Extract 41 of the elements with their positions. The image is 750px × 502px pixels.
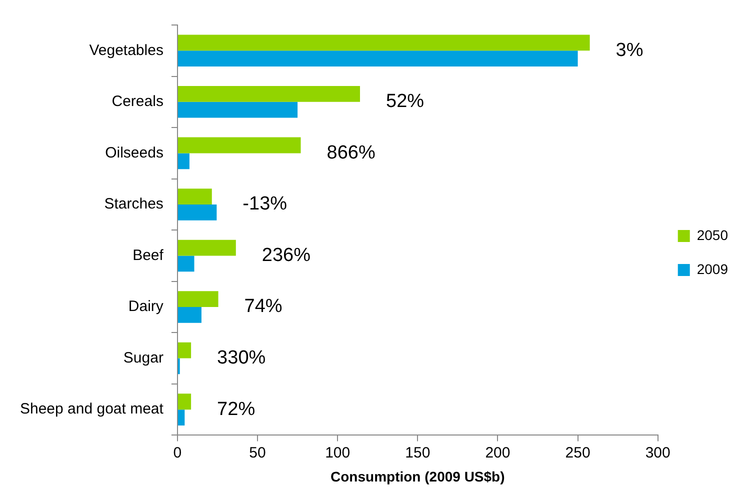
x-tick-label: 150 bbox=[405, 444, 430, 462]
annotation: 72% bbox=[217, 398, 256, 420]
x-tick-label: 300 bbox=[645, 444, 670, 462]
bar bbox=[178, 34, 590, 51]
annotation: 3% bbox=[616, 40, 644, 61]
y-tick-label: Vegetables bbox=[89, 42, 164, 59]
bar bbox=[178, 153, 190, 170]
x-tick-label: 50 bbox=[249, 444, 266, 462]
bar bbox=[178, 394, 192, 410]
legend-label: 2009 bbox=[696, 260, 728, 277]
x-tick-label: 0 bbox=[173, 444, 182, 462]
annotation: -13% bbox=[242, 194, 288, 215]
bar bbox=[178, 102, 298, 118]
annotation: 330% bbox=[217, 348, 266, 369]
bar bbox=[178, 137, 301, 154]
x-tick-label: 100 bbox=[325, 444, 350, 462]
x-axis-title: Consumption (2009 US$b) bbox=[330, 468, 505, 484]
y-tick-label: Cereals bbox=[112, 93, 164, 110]
bar bbox=[178, 50, 578, 67]
bar bbox=[178, 291, 218, 308]
x-tick-label: 250 bbox=[565, 444, 590, 462]
bar bbox=[178, 342, 192, 358]
bar bbox=[178, 256, 194, 272]
legend-label: 2050 bbox=[696, 226, 728, 243]
bar bbox=[178, 410, 185, 426]
bar bbox=[178, 86, 360, 102]
bar bbox=[178, 188, 212, 204]
y-tick-label: Dairy bbox=[128, 298, 164, 316]
bar bbox=[178, 307, 202, 323]
annotation: 74% bbox=[244, 296, 282, 318]
annotation: 236% bbox=[262, 244, 311, 266]
y-tick-label: Starches bbox=[104, 196, 164, 213]
y-tick-label: Beef bbox=[132, 246, 164, 264]
y-tick-label: Oilseeds bbox=[105, 144, 164, 162]
annotation: 52% bbox=[386, 91, 424, 112]
bar bbox=[178, 240, 236, 256]
y-tick-label: Sheep and goat meat bbox=[20, 400, 164, 418]
bar bbox=[178, 204, 217, 220]
x-tick-label: 200 bbox=[485, 444, 510, 462]
y-tick-label: Sugar bbox=[123, 349, 164, 366]
annotation: 866% bbox=[326, 142, 376, 164]
